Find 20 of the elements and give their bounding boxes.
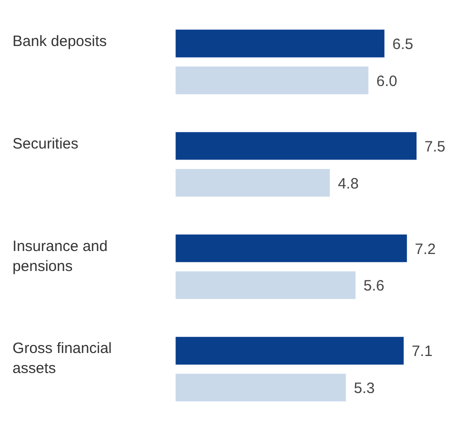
bar <box>176 30 384 58</box>
bar <box>176 336 404 365</box>
y-tick-label: Gross financial assets <box>12 340 112 378</box>
bar <box>176 66 368 94</box>
y-tick-label: Securities <box>12 135 78 152</box>
data-label: 5.6 <box>364 278 384 295</box>
data-label: 7.5 <box>424 138 446 156</box>
data-label: 4.8 <box>338 175 359 192</box>
data-label: 6.0 <box>376 72 398 90</box>
bar <box>176 234 407 262</box>
data-label: 5.3 <box>354 380 375 398</box>
data-label: 7.1 <box>412 343 433 360</box>
y-tick-label: Bank deposits <box>12 33 107 50</box>
bar <box>176 271 356 300</box>
bar <box>176 374 346 402</box>
y-tick-label: Insurance and pensions <box>12 238 108 275</box>
bar <box>176 168 330 197</box>
bar <box>176 132 417 160</box>
data-label: 6.5 <box>392 36 414 54</box>
data-label: 7.2 <box>414 240 436 258</box>
